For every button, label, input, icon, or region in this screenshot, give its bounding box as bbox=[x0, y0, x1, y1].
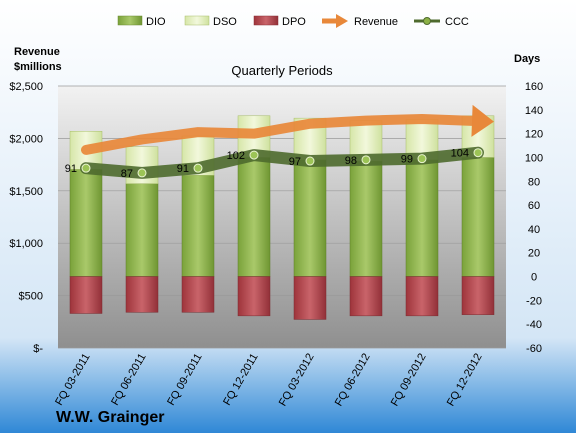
ccc-label-4: 97 bbox=[289, 156, 301, 168]
left-tick-label-2: $1,000 bbox=[9, 238, 43, 250]
left-tick-label-4: $2,000 bbox=[9, 133, 43, 145]
bar-dio-0 bbox=[69, 169, 103, 277]
bar-dio-4 bbox=[293, 159, 327, 277]
left-tick-label-3: $1,500 bbox=[9, 186, 43, 198]
right-tick-label-8: 100 bbox=[525, 152, 543, 164]
right-tick-label-7: 80 bbox=[528, 176, 540, 188]
ccc-line bbox=[80, 146, 484, 179]
ccc-label-6: 99 bbox=[401, 154, 413, 166]
legend-label-dio: DIO bbox=[146, 16, 166, 28]
ccc-point-1 bbox=[137, 168, 147, 178]
right-tick-label-11: 160 bbox=[525, 81, 543, 93]
legend-label-revenue: Revenue bbox=[354, 16, 398, 28]
bars bbox=[69, 115, 495, 320]
bar-dpo-6 bbox=[405, 276, 439, 317]
legend-swatch-dpo bbox=[253, 15, 279, 26]
ccc-point-3 bbox=[249, 150, 259, 160]
legend-swatch-ccc bbox=[414, 17, 440, 25]
ccc-point-5 bbox=[361, 155, 371, 165]
ccc-label-5: 98 bbox=[345, 155, 357, 167]
ccc-label-0: 91 bbox=[65, 163, 77, 175]
company-name: W.W. Grainger bbox=[56, 409, 164, 426]
legend-swatch-dio bbox=[117, 15, 143, 26]
bar-dio-3 bbox=[237, 157, 271, 277]
ccc-point-2 bbox=[193, 163, 203, 173]
bar-dio-7 bbox=[461, 157, 495, 277]
left-tick-label-5: $2,500 bbox=[9, 81, 43, 93]
right-tick-label-4: 20 bbox=[528, 248, 540, 260]
right-tick-label-6: 60 bbox=[528, 200, 540, 212]
left-tick-label-0: $- bbox=[33, 343, 43, 355]
left-axis-title-line1: Revenue bbox=[14, 46, 60, 58]
right-tick-label-1: -40 bbox=[526, 319, 542, 331]
bar-dpo-2 bbox=[181, 276, 215, 313]
bar-dio-1 bbox=[125, 183, 159, 277]
ccc-point-6 bbox=[417, 154, 427, 164]
left-tick-label-1: $500 bbox=[19, 291, 43, 303]
bar-dpo-1 bbox=[125, 276, 159, 313]
ccc-series: 91 87 91 102 97 98 99 104 bbox=[65, 146, 484, 180]
bar-dpo-5 bbox=[349, 276, 383, 317]
legend-label-dso: DSO bbox=[213, 16, 237, 28]
right-tick-label-3: 0 bbox=[531, 272, 537, 284]
bar-dio-2 bbox=[181, 175, 215, 277]
ccc-label-3: 102 bbox=[227, 150, 245, 162]
legend: DIO DSO DPO Revenue CCC bbox=[117, 14, 469, 28]
ccc-point-7 bbox=[473, 148, 483, 158]
right-tick-label-5: 40 bbox=[528, 224, 540, 236]
legend-swatch-revenue bbox=[322, 14, 348, 28]
revenue-series bbox=[81, 104, 494, 155]
right-axis-title: Days bbox=[514, 53, 540, 65]
ccc-label-1: 87 bbox=[121, 168, 133, 180]
chart-subtitle: Quarterly Periods bbox=[231, 63, 333, 78]
bar-dpo-4 bbox=[293, 276, 327, 320]
right-tick-label-10: 140 bbox=[525, 105, 543, 117]
revenue-arrowhead bbox=[471, 104, 494, 137]
left-axis-ticks: $- $500 $1,000 $1,500 $2,000 $2,500 bbox=[9, 81, 43, 355]
right-axis-ticks: -60 -40 -20 0 20 40 60 80 100 120 140 160 bbox=[525, 81, 543, 355]
left-axis-title-line2: $millions bbox=[14, 61, 62, 73]
bar-dio-6 bbox=[405, 159, 439, 277]
bar-dpo-3 bbox=[237, 276, 271, 317]
bar-dio-5 bbox=[349, 160, 383, 277]
right-tick-label-0: -60 bbox=[526, 343, 542, 355]
ccc-label-2: 91 bbox=[177, 163, 189, 175]
bar-dpo-7 bbox=[461, 276, 495, 315]
ccc-label-7: 104 bbox=[451, 148, 469, 160]
ccc-point-0 bbox=[81, 163, 91, 173]
legend-label-ccc: CCC bbox=[445, 16, 469, 28]
right-tick-label-2: -20 bbox=[526, 295, 542, 307]
revenue-line bbox=[81, 114, 478, 155]
legend-label-dpo: DPO bbox=[282, 16, 306, 28]
bar-dpo-0 bbox=[69, 276, 103, 314]
legend-swatch-dso bbox=[184, 15, 210, 26]
ccc-point-4 bbox=[305, 156, 315, 166]
right-tick-label-9: 120 bbox=[525, 129, 543, 141]
